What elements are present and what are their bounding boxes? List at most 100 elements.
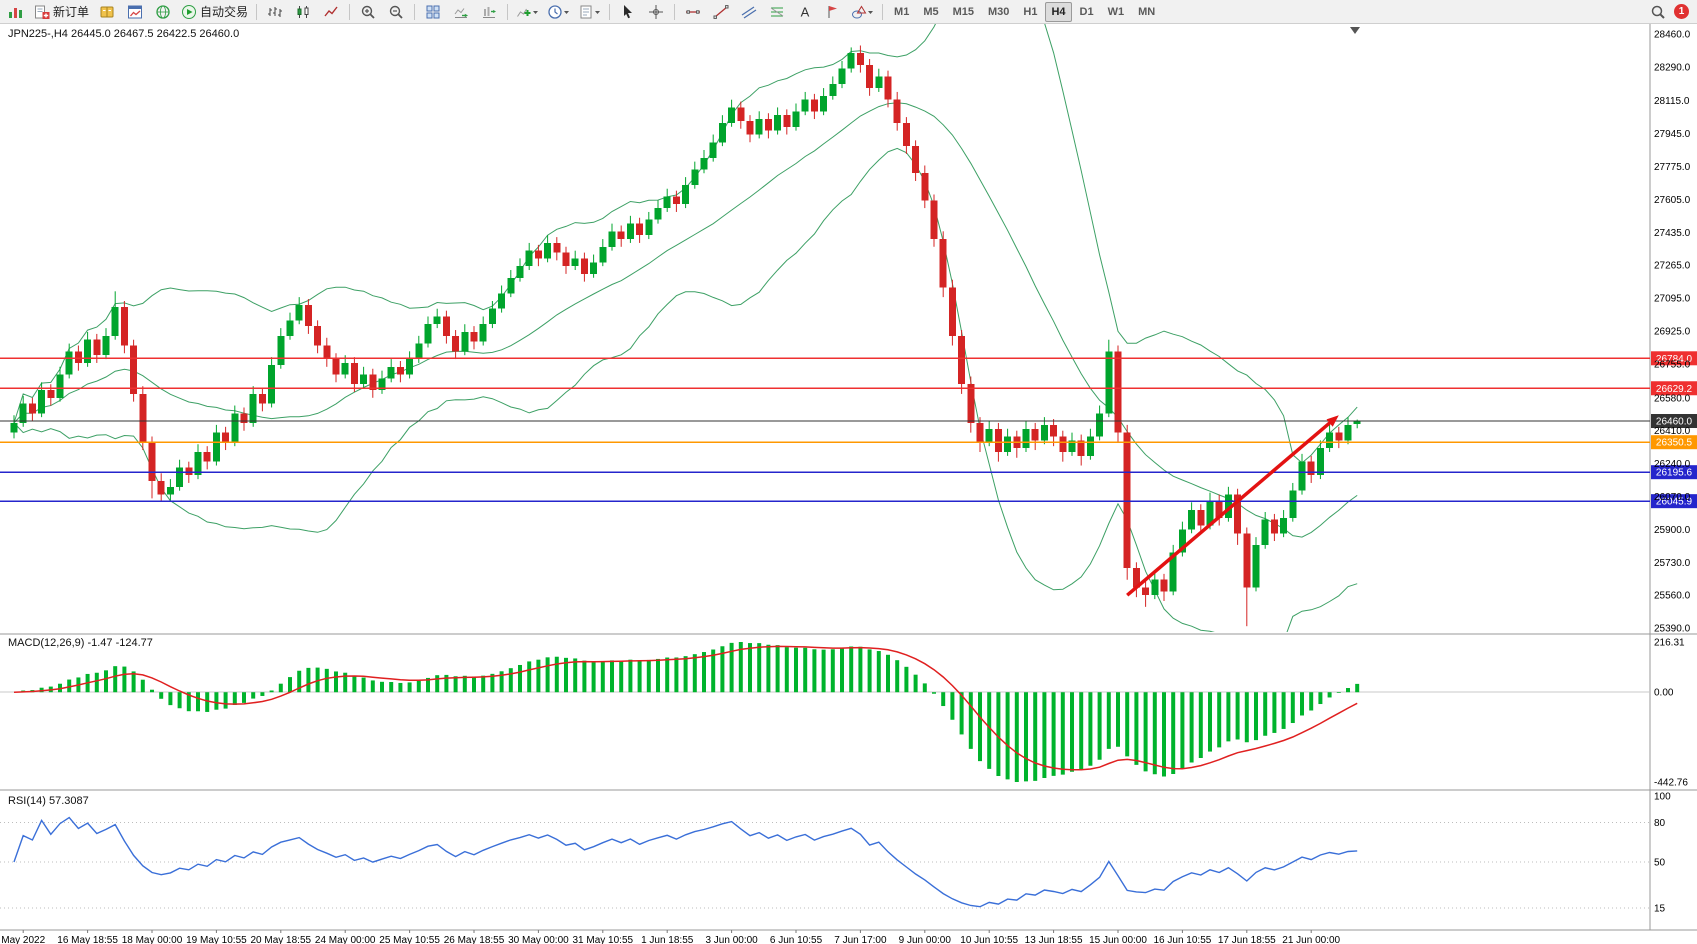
candle-down <box>1050 424 1058 437</box>
rsi-tick: 80 <box>1654 818 1666 829</box>
price-label-text: 26350.5 <box>1656 438 1693 449</box>
timeframe-h1-button[interactable]: H1 <box>1023 5 1038 18</box>
candle-up <box>507 277 515 294</box>
time-label: 15 Jun 00:00 <box>1089 935 1147 944</box>
fibonacci-button[interactable] <box>764 1 790 23</box>
main-price-panel[interactable] <box>10 24 1361 648</box>
timeframe-m1-button[interactable]: M1 <box>894 5 910 18</box>
candle-up <box>838 68 846 85</box>
trend-arrow[interactable] <box>1126 417 1336 597</box>
chevron-down-icon <box>867 4 874 20</box>
candle-up <box>1169 552 1177 592</box>
candle-up <box>1224 494 1232 518</box>
timeframe-h4-button[interactable]: H4 <box>1045 1 1072 22</box>
candle-down <box>148 442 156 482</box>
auto-trading-button[interactable]: 自动交易 <box>178 1 251 23</box>
candle-down <box>1132 568 1140 588</box>
candle-down <box>1077 440 1085 456</box>
candle-up <box>387 366 395 379</box>
svg-text:A: A <box>801 4 810 19</box>
candle-up <box>56 374 64 398</box>
zoom-out-button[interactable] <box>383 1 409 23</box>
rsi-tick: 50 <box>1654 858 1666 869</box>
candle-up <box>360 374 368 385</box>
indicator-icon <box>517 8 531 17</box>
zoom-in-icon <box>361 5 375 19</box>
market-watch-button[interactable] <box>94 1 120 23</box>
crosshair-button[interactable] <box>643 1 669 23</box>
candle-down <box>553 242 561 253</box>
candle-down <box>1243 533 1251 588</box>
timeframe-m30-button[interactable]: M30 <box>988 5 1010 18</box>
timeframe-m15-button[interactable]: M15 <box>952 5 974 18</box>
zoom-in-button[interactable] <box>355 1 381 23</box>
price-label-box <box>1651 381 1697 396</box>
shapes-button[interactable] <box>848 1 877 23</box>
candle-down <box>452 335 460 352</box>
periods-button[interactable] <box>544 1 573 23</box>
candle-down <box>902 122 910 147</box>
timeframe-mn-button[interactable]: MN <box>1138 5 1156 18</box>
candle-up <box>516 266 524 278</box>
candle-up <box>1261 519 1269 545</box>
candle-down <box>258 393 266 404</box>
candle-down <box>350 362 358 385</box>
search-button[interactable] <box>1645 1 1671 23</box>
arrow-tool-button[interactable] <box>820 1 846 23</box>
candle-down <box>912 146 920 174</box>
timeframe-d1-button[interactable]: D1 <box>1079 5 1094 18</box>
candle-down <box>856 53 864 65</box>
candle-up <box>479 324 487 342</box>
price-label-text: 26629.2 <box>1656 384 1693 395</box>
chart-shift-button[interactable] <box>476 1 502 23</box>
zoom-out-icon <box>389 5 403 19</box>
chart-shift-marker[interactable] <box>1350 27 1360 34</box>
candle-up <box>111 306 119 336</box>
candle-up <box>1096 413 1104 437</box>
candle-up <box>829 84 837 96</box>
new-order-button[interactable]: 新订单 <box>31 1 92 23</box>
candlestick-chart-button[interactable] <box>290 1 316 23</box>
equidistant-channel-button[interactable] <box>736 1 762 23</box>
cursor-button[interactable] <box>615 1 641 23</box>
trend-line-button[interactable] <box>708 1 734 23</box>
candle-down <box>120 306 128 346</box>
bollinger-band <box>13 24 1358 464</box>
timeframe-w1-button[interactable]: W1 <box>1107 5 1125 18</box>
price-label-text: 26460.0 <box>1656 417 1693 428</box>
candle-up <box>1022 428 1030 449</box>
text-tool-button[interactable]: A <box>792 1 818 23</box>
crosshair-icon <box>649 4 664 19</box>
templates-button[interactable] <box>575 1 604 23</box>
tile-windows-button[interactable] <box>420 1 446 23</box>
notification-badge[interactable]: 1 <box>1674 4 1689 19</box>
bar-chart-button[interactable] <box>262 1 288 23</box>
auto-scroll-button[interactable] <box>448 1 474 23</box>
price-tick: 27775.0 <box>1654 162 1691 173</box>
indicators-button[interactable] <box>513 1 542 23</box>
candle-down <box>139 393 147 443</box>
candle-up <box>875 76 883 89</box>
time-axis[interactable]: May 2022 16 May 18:55 18 May 00:00 19 May 1… <box>1 930 1341 944</box>
chart-fragment-button[interactable] <box>3 1 29 23</box>
time-label: 18 May 00:00 <box>122 935 183 944</box>
price-chart[interactable]: 26784.0 26629.2 26460.0 26350.5 26195.6 26045… <box>0 24 1697 944</box>
candle-down <box>157 481 165 495</box>
timeframe-m5-button[interactable]: M5 <box>923 5 939 18</box>
macd-signal-line <box>13 645 1358 771</box>
community-button[interactable] <box>150 1 176 23</box>
candle-down <box>47 390 55 398</box>
candle-down <box>534 250 542 259</box>
tile-icon <box>426 5 440 18</box>
price-axis[interactable]: 28460.0 28290.0 28115.0 27945.0 27775.0 27605… <box>1654 29 1691 634</box>
line-chart-button[interactable] <box>318 1 344 23</box>
horizontal-line-button[interactable] <box>680 1 706 23</box>
candle-up <box>608 231 616 247</box>
chart-area: 26784.0 26629.2 26460.0 26350.5 26195.6 26045… <box>0 24 1697 944</box>
macd-tick: 0.00 <box>1654 688 1674 699</box>
macd-panel[interactable] <box>0 642 1650 782</box>
candle-down <box>130 345 138 394</box>
price-tick: 26070.0 <box>1654 492 1691 503</box>
data-window-button[interactable] <box>122 1 148 23</box>
candle-down <box>470 331 478 342</box>
